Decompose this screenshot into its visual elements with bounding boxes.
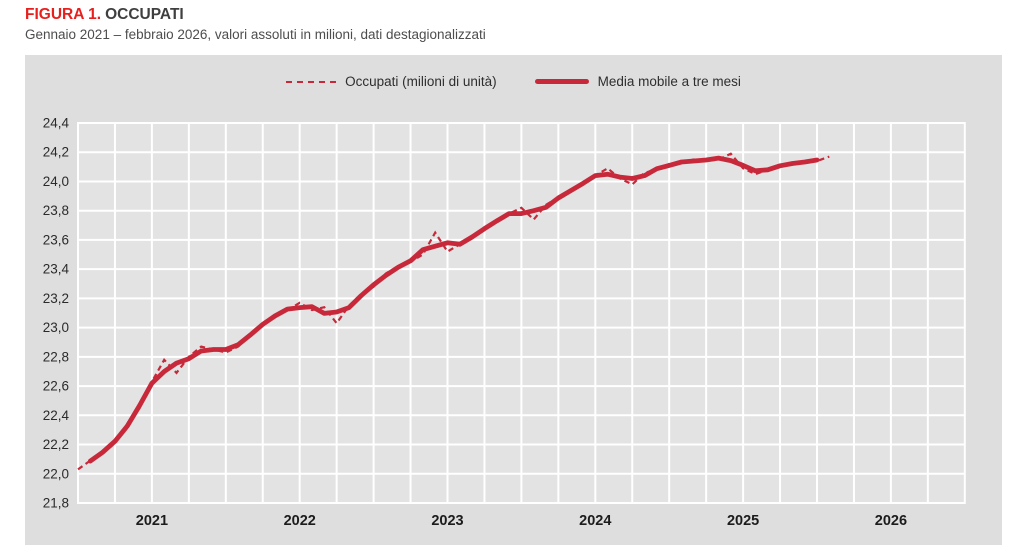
y-axis-tick-label: 22,6: [43, 379, 69, 394]
figure-title-block: FIGURA 1. OCCUPATI: [25, 5, 184, 25]
figure-number-label: FIGURA 1.: [25, 6, 102, 23]
chart-svg: 24,4 24,2 24,0 23,8 23,6 23,4 23,2 23,0 22,8 22,6…: [43, 116, 966, 529]
y-axis-tick-label: 22,0: [43, 466, 69, 481]
x-axis-tick-label: 2022: [284, 513, 316, 529]
y-axis-tick-label: 22,8: [43, 349, 69, 364]
series-media-mobile-line: [87, 155, 820, 464]
page-title: OCCUPATI: [105, 6, 184, 23]
y-axis-tick-label: 23,8: [43, 203, 69, 218]
x-axis-tick-label: 2021: [136, 513, 168, 529]
y-axis-tick-label: 23,0: [43, 320, 69, 335]
figure-subtitle: Gennaio 2021 – febbraio 2026, valori ass…: [25, 27, 486, 42]
chart-panel: Occupati (milioni di unità) Media mobile…: [25, 55, 1002, 545]
y-axis-tick-label: 24,0: [43, 174, 69, 189]
y-axis-tick-label: 24,2: [43, 145, 69, 160]
x-axis-tick-label: 2024: [579, 513, 611, 529]
dashed-line-sample-icon: [286, 80, 337, 83]
chart-legend: Occupati (milioni di unità) Media mobile…: [25, 74, 1002, 89]
y-axis-tick-label: 23,4: [43, 262, 70, 277]
y-axis-tick-label: 23,2: [43, 291, 69, 306]
y-axis-tick-label: 24,4: [43, 116, 70, 131]
y-axis-tick-label: 22,4: [43, 408, 70, 423]
y-axis-tick-label: 22,2: [43, 437, 69, 452]
y-axis-tick-label: 21,8: [43, 496, 69, 511]
x-axis-tick-label: 2025: [727, 513, 759, 529]
legend-label-occupati: Occupati (milioni di unità): [345, 74, 497, 89]
x-axis-tick-label: 2026: [875, 513, 907, 529]
legend-label-media-mobile: Media mobile a tre mesi: [597, 74, 741, 89]
legend-item-media-mobile: Media mobile a tre mesi: [534, 74, 741, 89]
x-axis-tick-label: 2023: [431, 513, 463, 529]
solid-line-sample-icon: [534, 79, 589, 84]
y-axis-tick-label: 23,6: [43, 232, 69, 247]
legend-item-occupati: Occupati (milioni di unità): [286, 74, 497, 89]
